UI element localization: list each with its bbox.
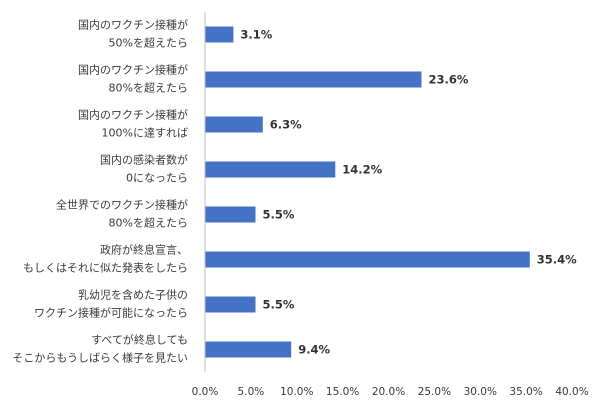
x-axis-tick-labels: 0.0% 5.0% 10.0% 15.0% 20.0% 25.0% 30.0% 35.0% 40… xyxy=(192,386,589,398)
x-tick-label: 15.0% xyxy=(326,386,359,398)
category-label-line: 政府が終息宣言、 xyxy=(100,243,188,257)
category-label-line: すべてが終息しても xyxy=(91,333,188,347)
category-label-line: 80%を超えたら xyxy=(109,81,188,95)
data-label: 14.2% xyxy=(342,163,382,177)
category-label: 国内のワクチン接種が 50%を超えたら xyxy=(78,18,188,50)
data-label: 5.5% xyxy=(263,298,295,312)
bar xyxy=(205,161,336,178)
x-tick-label: 5.0% xyxy=(238,386,265,398)
category-label: 政府が終息宣言、もしくはそれに似た発表をしたら xyxy=(23,243,188,275)
category-label-line: 国内のワクチン接種が xyxy=(78,108,188,122)
category-label: 国内のワクチン接種が 80%を超えたら xyxy=(78,63,188,95)
x-tick-label: 30.0% xyxy=(464,386,497,398)
bar xyxy=(205,296,256,313)
category-label-line: 80%を超えたら xyxy=(109,216,188,230)
x-tick-label: 25.0% xyxy=(418,386,451,398)
data-label: 35.4% xyxy=(537,253,577,267)
data-label: 9.4% xyxy=(298,343,330,357)
bar xyxy=(205,71,422,88)
category-label: 乳幼児を含めた子供のワクチン接種が可能になったら xyxy=(34,288,188,320)
x-tick-label: 10.0% xyxy=(280,386,313,398)
category-label-line: 100%に達すれば xyxy=(102,127,188,140)
category-label: 全世界でのワクチン接種が 80%を超えたら xyxy=(56,198,188,230)
category-label-line: 0になったら xyxy=(126,172,188,185)
category-label: すべてが終息してもそこからもうしばらく様子を見たい xyxy=(12,333,188,365)
data-label: 3.1% xyxy=(240,28,272,42)
category-label-line: そこからもうしばらく様子を見たい xyxy=(12,351,188,365)
category-label-line: 乳幼児を含めた子供の xyxy=(78,288,188,302)
bar xyxy=(205,116,263,133)
category-label-line: 全世界でのワクチン接種が xyxy=(56,198,188,212)
category-label-line: 国内のワクチン接種が xyxy=(78,18,188,32)
category-label: 国内の感染者数が 0になったら xyxy=(100,153,188,185)
category-label-line: 国内の感染者数が xyxy=(100,153,188,167)
bars xyxy=(205,26,530,358)
bar xyxy=(205,251,530,268)
bar xyxy=(205,341,292,358)
x-tick-label: 0.0% xyxy=(192,386,219,398)
bar xyxy=(205,206,256,223)
x-tick-label: 40.0% xyxy=(555,386,588,398)
bar xyxy=(205,26,234,43)
category-label-line: ワクチン接種が可能になったら xyxy=(34,306,188,320)
data-label: 23.6% xyxy=(429,73,469,87)
data-label: 5.5% xyxy=(263,208,295,222)
value-labels: 3.1% 23.6% 6.3% 14.2% 5.5% 35.4% 5.5% 9.4% xyxy=(240,28,577,357)
category-label-line: 国内のワクチン接種が xyxy=(78,63,188,77)
category-label-line: 50%を超えたら xyxy=(109,36,188,50)
category-label: 国内のワクチン接種が 100%に達すれば xyxy=(78,108,188,140)
data-label: 6.3% xyxy=(270,118,302,132)
x-tick-label: 20.0% xyxy=(372,386,405,398)
category-label-line: もしくはそれに似た発表をしたら xyxy=(23,261,188,275)
x-tick-label: 35.0% xyxy=(509,386,542,398)
